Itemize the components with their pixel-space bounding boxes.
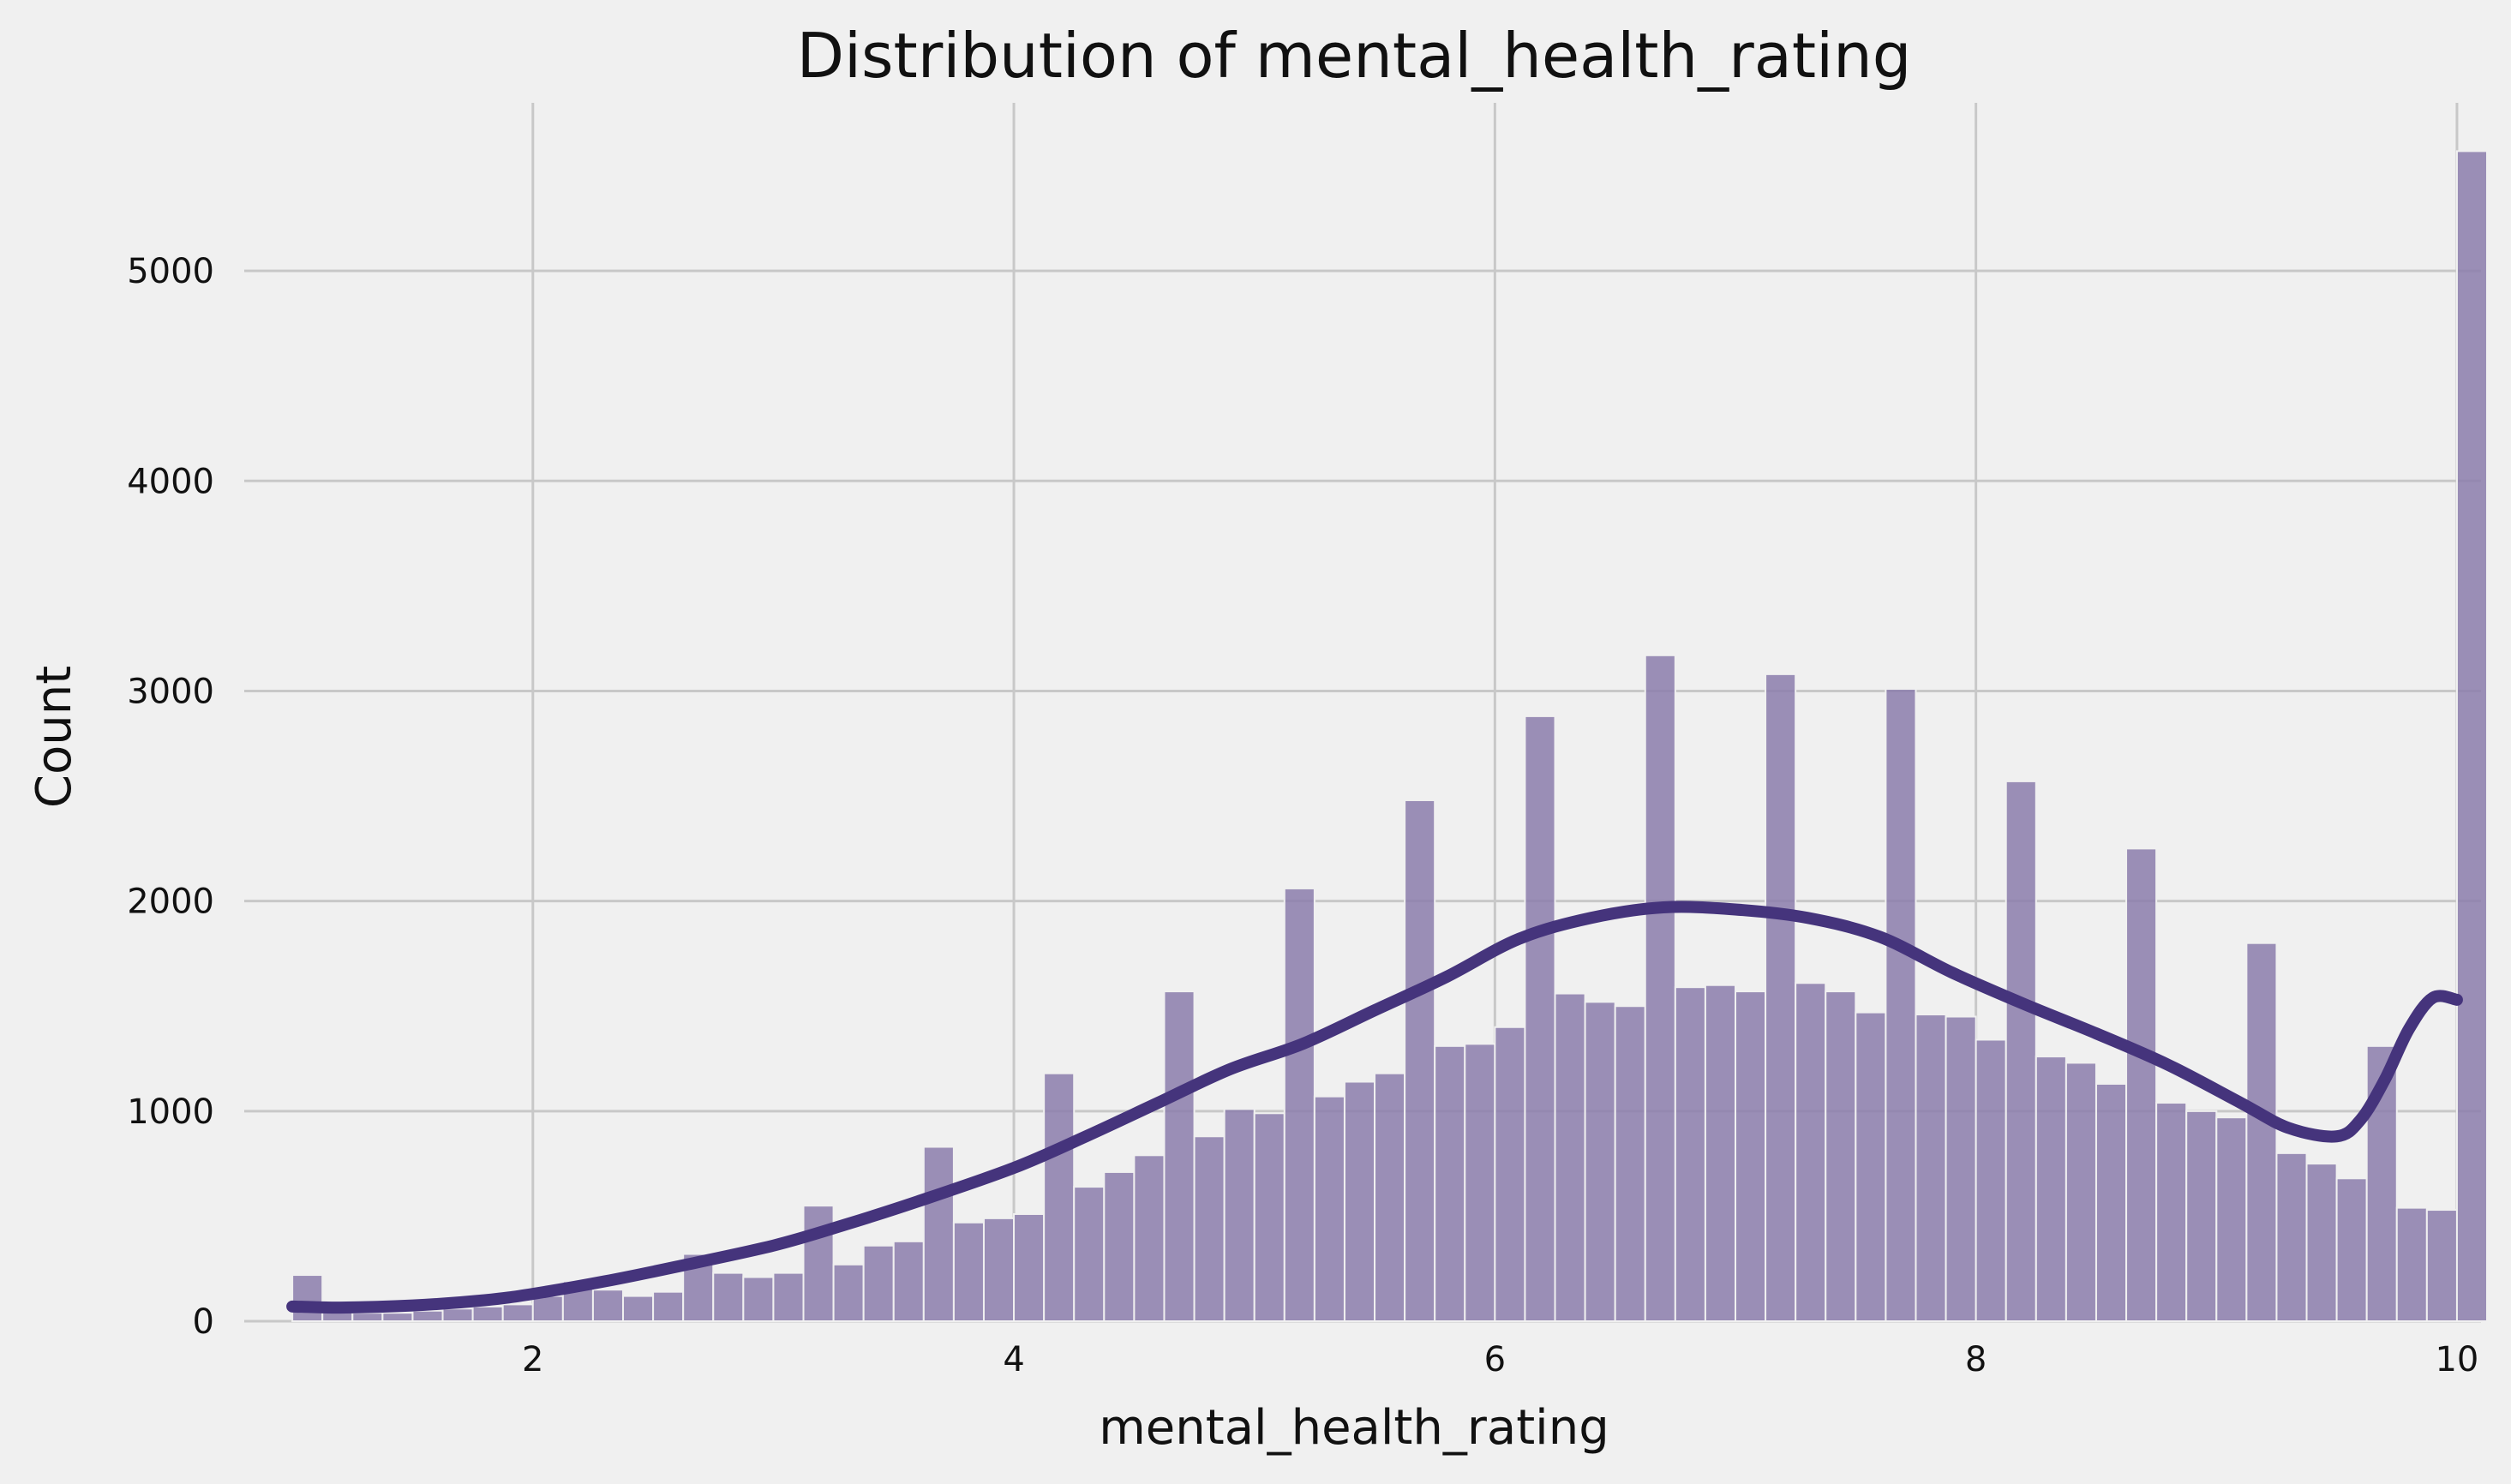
histogram-bar: [1975, 1038, 2007, 1323]
bars-layer: [291, 150, 2489, 1323]
histogram-bar: [1855, 1011, 1887, 1322]
histogram-bar: [802, 1205, 835, 1322]
histogram-bar: [772, 1272, 805, 1323]
histogram-bar: [1494, 1026, 1526, 1323]
histogram-bar: [1013, 1212, 1046, 1322]
kde-layer: [286, 901, 2463, 1314]
histogram-bar: [1434, 1044, 1466, 1322]
x-tick-label: 8: [1965, 1340, 1987, 1379]
histogram-bar: [892, 1240, 925, 1322]
y-tick-label: 1000: [127, 1092, 214, 1132]
histogram-bar: [1073, 1186, 1106, 1322]
y-axis-label: Count: [27, 666, 82, 808]
histogram-bar: [1674, 986, 1706, 1323]
histogram-bar: [2094, 1082, 2128, 1323]
histogram-bar: [2125, 847, 2158, 1322]
histogram-bar: [2455, 150, 2489, 1322]
histogram-bar: [441, 1307, 474, 1323]
histogram-bar: [1163, 990, 1196, 1323]
histogram-bar: [2395, 1206, 2428, 1323]
y-tick-label: 5000: [127, 252, 214, 291]
histogram-bar: [591, 1289, 625, 1322]
histogram-bar: [952, 1221, 985, 1322]
histogram-bar: [1043, 1072, 1076, 1322]
histogram-bar: [1704, 984, 1736, 1322]
histogram-bar: [2425, 1209, 2458, 1322]
histogram-bar: [1584, 1001, 1616, 1322]
histogram-bar: [2335, 1177, 2368, 1322]
histogram-bar: [922, 1146, 955, 1322]
y-tick-label: 0: [193, 1302, 214, 1342]
histogram-bar: [1343, 1080, 1376, 1322]
histogram-bar: [2215, 1116, 2248, 1322]
histogram-bar: [652, 1290, 685, 1323]
histogram-bar: [1735, 990, 1767, 1323]
histogram-bar: [501, 1303, 534, 1323]
histogram-bar: [1554, 992, 1586, 1322]
histogram-bar: [622, 1295, 655, 1323]
histogram-bar: [712, 1272, 745, 1323]
histogram-bar: [1945, 1015, 1977, 1322]
histogram-bar: [1464, 1043, 1496, 1323]
histogram-bar: [411, 1309, 444, 1322]
histogram-bar: [1283, 887, 1315, 1322]
x-tick-label: 4: [1003, 1340, 1024, 1379]
histogram-bar: [2305, 1163, 2338, 1323]
histogram-bar: [2245, 942, 2278, 1323]
histogram-bar: [2035, 1056, 2067, 1322]
histogram-bar: [862, 1244, 895, 1322]
histogram-bar: [531, 1295, 564, 1323]
x-tick-label: 6: [1484, 1340, 1506, 1379]
histogram-bar: [1253, 1112, 1285, 1322]
x-tick-label: 2: [522, 1340, 543, 1379]
histogram-bar: [1614, 1005, 1646, 1322]
histogram-bar: [1524, 715, 1556, 1322]
histogram-bar: [1644, 654, 1676, 1322]
histogram-bar: [381, 1312, 414, 1323]
chart-title: Distribution of mental_health_rating: [797, 20, 1912, 92]
histogram-bar: [1193, 1135, 1226, 1323]
histogram-bar: [2005, 780, 2037, 1322]
histogram-bar: [1885, 688, 1917, 1322]
histogram-bar: [1133, 1154, 1166, 1323]
histogram-bar: [982, 1217, 1016, 1322]
histogram-bar: [291, 1274, 324, 1322]
histogram-bar: [1404, 799, 1436, 1322]
y-tick-label: 3000: [127, 672, 214, 711]
histogram-bar: [1795, 982, 1827, 1323]
x-tick-label: 10: [2435, 1340, 2478, 1379]
histogram-bar: [1825, 990, 1857, 1323]
x-axis-label: mental_health_rating: [1099, 1400, 1609, 1456]
histogram-bar: [471, 1305, 504, 1322]
histogram-bar: [2065, 1062, 2097, 1323]
histogram-bar: [1374, 1072, 1406, 1322]
histogram-bar: [1103, 1170, 1136, 1323]
histogram-bar: [2155, 1102, 2188, 1322]
histogram-bar: [742, 1276, 775, 1322]
tick-layer: 0 1000 2000 3000 4000 5000 2 4 6 8 10: [127, 252, 2478, 1379]
y-tick-label: 2000: [127, 883, 214, 922]
histogram-bar: [1313, 1095, 1345, 1322]
histogram-bar: [2275, 1152, 2308, 1322]
histogram-bar: [2185, 1110, 2218, 1323]
histogram-bar: [1765, 673, 1797, 1322]
histogram-bar: [1223, 1108, 1256, 1322]
kde-curve: [286, 901, 2463, 1314]
histogram-bar: [1915, 1014, 1947, 1322]
histogram-bar: [351, 1312, 384, 1323]
y-tick-label: 4000: [127, 462, 214, 501]
histogram-bar: [832, 1263, 865, 1323]
